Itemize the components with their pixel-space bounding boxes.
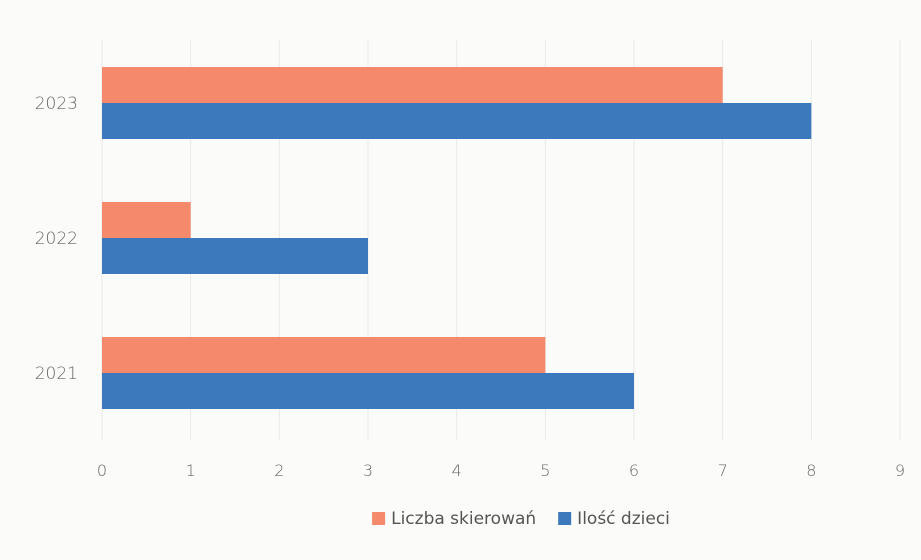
x-tick-label: 6 — [629, 461, 639, 480]
x-tick-label: 9 — [895, 461, 905, 480]
bar-2023-series-0 — [102, 67, 723, 103]
bar-2022-series-0 — [102, 202, 191, 238]
bar-2021-series-0 — [102, 337, 546, 373]
bar-2023-series-1 — [102, 103, 812, 139]
legend-item: Ilość dzieci — [558, 509, 670, 529]
x-tick-label: 5 — [540, 461, 550, 480]
x-tick-label: 7 — [718, 461, 728, 480]
legend-label: Ilość dzieci — [577, 509, 670, 529]
x-tick-label: 3 — [363, 461, 373, 480]
legend-label: Liczba skierowań — [391, 509, 536, 529]
legend: Liczba skierowań Ilość dzieci — [372, 509, 670, 529]
x-tick-label: 4 — [452, 461, 462, 480]
legend-swatch — [372, 512, 386, 525]
x-tick-label: 8 — [806, 461, 816, 480]
x-tick-label: 2 — [274, 461, 284, 480]
legend-swatch — [558, 512, 572, 525]
y-category-label: 2023 — [35, 94, 78, 114]
x-tick-label: 0 — [97, 461, 107, 480]
y-axis: 2023 2022 2021 — [35, 94, 78, 384]
y-category-label: 2022 — [35, 229, 78, 249]
y-category-label: 2021 — [35, 364, 78, 384]
x-axis: 0 1 2 3 4 5 6 7 8 9 — [97, 461, 905, 480]
bar-2022-series-1 — [102, 238, 368, 274]
x-tick-label: 1 — [186, 461, 196, 480]
bars — [102, 67, 812, 409]
legend-item: Liczba skierowań — [372, 509, 536, 529]
bar-2021-series-1 — [102, 373, 634, 409]
